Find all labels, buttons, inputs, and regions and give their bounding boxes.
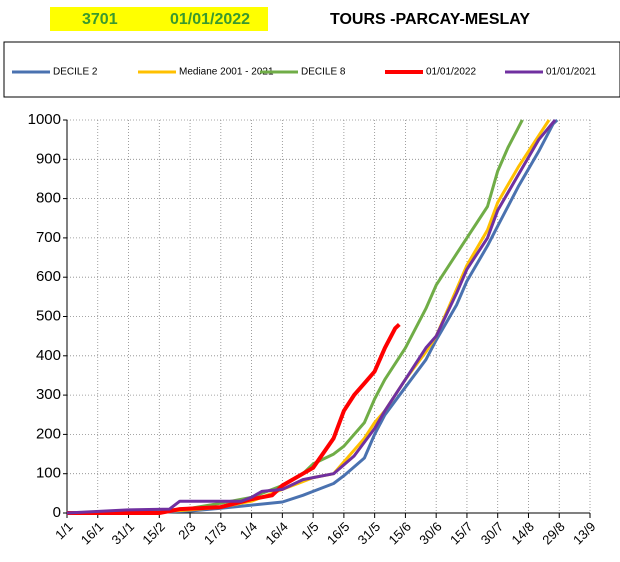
x-tick-label: 2/3 xyxy=(175,519,198,542)
x-tick-label: 15/7 xyxy=(447,519,476,548)
series-line xyxy=(67,322,401,515)
station-code: 3701 xyxy=(82,11,118,28)
legend-label: DECILE 8 xyxy=(301,67,346,78)
y-tick-label: 1000 xyxy=(28,111,61,128)
chart-title: TOURS -PARCAY-MESLAY xyxy=(330,11,530,28)
x-tick-label: 30/6 xyxy=(416,519,445,548)
y-tick-label: 800 xyxy=(36,190,61,207)
series-line xyxy=(66,119,524,515)
y-tick-label: 200 xyxy=(36,425,61,442)
x-tick-label: 15/6 xyxy=(385,519,414,548)
x-tick-label: 1/5 xyxy=(298,519,321,542)
legend-label: 01/01/2022 xyxy=(426,67,476,78)
x-tick-label: 15/2 xyxy=(139,519,168,548)
y-tick-label: 100 xyxy=(36,465,61,482)
x-tick-label: 1/4 xyxy=(237,519,260,542)
x-tick-label: 30/7 xyxy=(478,519,507,548)
x-tick-label: 17/3 xyxy=(201,519,230,548)
y-tick-label: 600 xyxy=(36,268,61,285)
x-tick-label: 16/5 xyxy=(324,519,353,548)
x-tick-label: 31/1 xyxy=(109,519,138,548)
y-tick-label: 300 xyxy=(36,386,61,403)
header-date: 01/01/2022 xyxy=(170,11,250,28)
x-tick-label: 31/5 xyxy=(355,519,384,548)
series-line xyxy=(66,119,557,515)
y-tick-label: 500 xyxy=(36,307,61,324)
y-tick-label: 700 xyxy=(36,229,61,246)
y-tick-label: 900 xyxy=(36,150,61,167)
series-line xyxy=(66,118,559,515)
legend-label: 01/01/2021 xyxy=(546,67,596,78)
x-tick-label: 1/1 xyxy=(52,519,75,542)
legend-label: Mediane 2001 - 2021 xyxy=(179,67,274,78)
legend-label: DECILE 2 xyxy=(53,67,98,78)
legend-box xyxy=(3,41,620,98)
x-tick-label: 14/8 xyxy=(509,519,538,548)
x-tick-label: 29/8 xyxy=(539,519,568,548)
y-tick-label: 400 xyxy=(36,347,61,364)
y-tick-label: 0 xyxy=(53,504,61,521)
x-tick-label: 13/9 xyxy=(570,519,599,548)
header-highlight xyxy=(50,7,268,31)
x-tick-label: 16/4 xyxy=(262,519,291,548)
x-tick-label: 16/1 xyxy=(78,519,107,548)
